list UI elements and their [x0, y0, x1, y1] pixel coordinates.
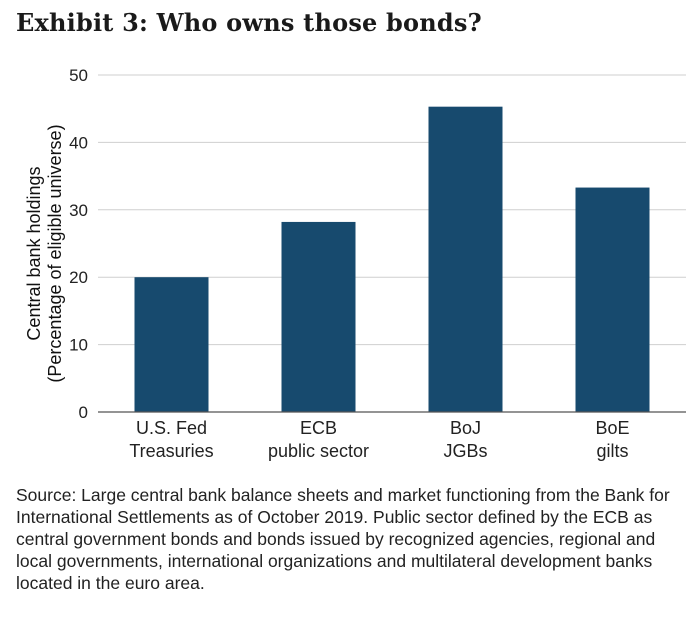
x-axis-labels: U.S. Fed Treasuries ECB public sector BoJ JGB… [129, 418, 629, 461]
y-tick-label: 50 [69, 66, 88, 85]
y-tick-label: 0 [79, 403, 88, 422]
x-tick-label: BoJ JGBs [443, 418, 487, 461]
y-tick-label: 30 [69, 201, 88, 220]
bar [428, 106, 503, 412]
bars [134, 106, 650, 412]
source-note: Source: Large central bank balance sheet… [16, 485, 670, 593]
chart-title: Exhibit 3: Who owns those bonds? [16, 8, 482, 37]
bar [575, 187, 650, 412]
y-axis-ticks: 0 10 20 30 40 50 [69, 66, 88, 422]
x-tick-label: ECB public sector [268, 418, 369, 461]
y-axis-title: Central bank holdings(Percentage of elig… [24, 124, 65, 382]
bar-chart: 0 10 20 30 40 50 U.S. Fed Treasuries ECB public … [24, 66, 686, 461]
x-tick-label: BoE gilts [595, 418, 629, 461]
y-tick-label: 10 [69, 336, 88, 355]
bar [134, 277, 209, 412]
y-tick-label: 40 [69, 133, 88, 152]
x-tick-label: U.S. Fed Treasuries [129, 418, 213, 461]
bar [281, 221, 356, 412]
y-tick-label: 20 [69, 268, 88, 287]
